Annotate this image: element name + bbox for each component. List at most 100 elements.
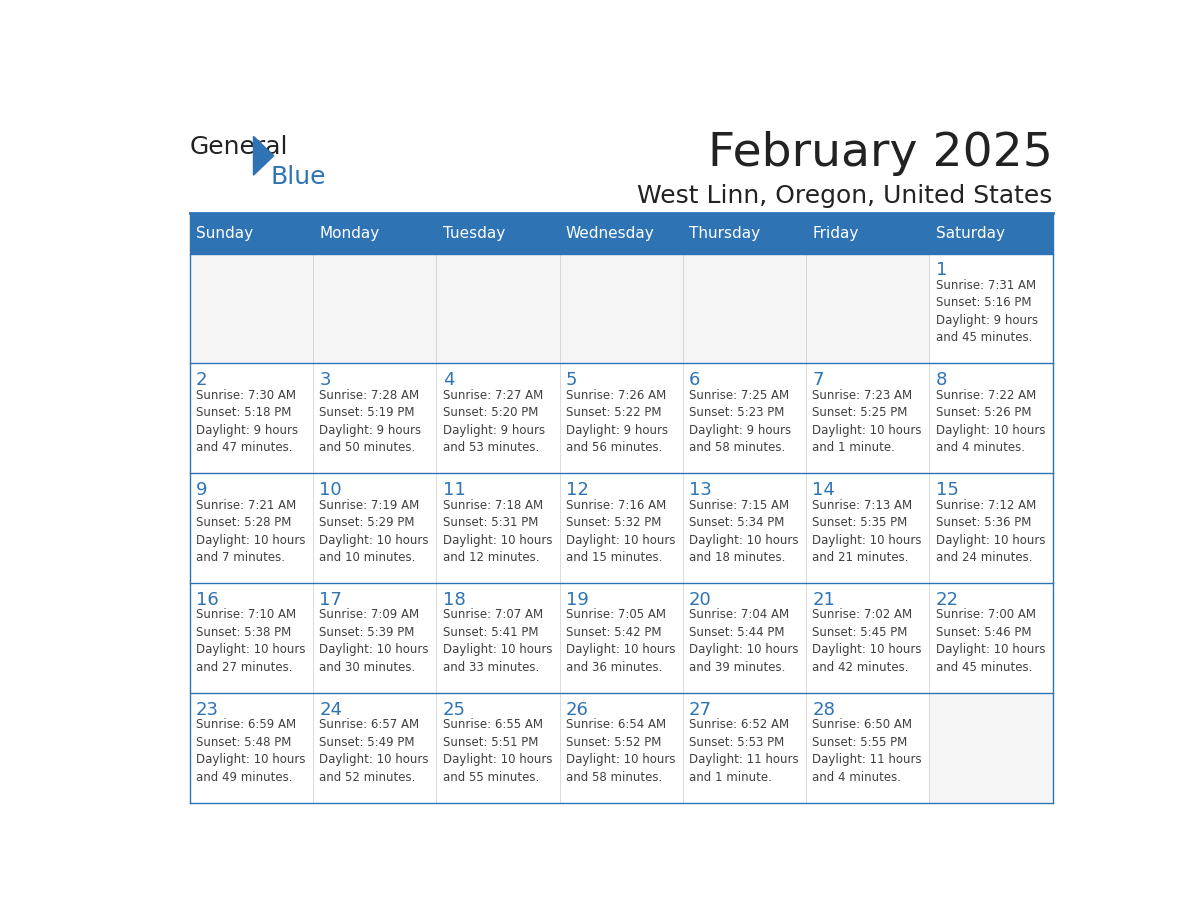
Text: 8: 8 — [935, 371, 947, 389]
Text: Sunrise: 7:16 AM
Sunset: 5:32 PM
Daylight: 10 hours
and 15 minutes.: Sunrise: 7:16 AM Sunset: 5:32 PM Dayligh… — [565, 498, 675, 564]
Text: Friday: Friday — [813, 226, 859, 241]
Text: Sunrise: 7:25 AM
Sunset: 5:23 PM
Daylight: 9 hours
and 58 minutes.: Sunrise: 7:25 AM Sunset: 5:23 PM Dayligh… — [689, 388, 791, 454]
Text: Sunrise: 7:27 AM
Sunset: 5:20 PM
Daylight: 9 hours
and 53 minutes.: Sunrise: 7:27 AM Sunset: 5:20 PM Dayligh… — [443, 388, 545, 454]
Bar — [314, 364, 436, 474]
Bar — [190, 364, 314, 474]
Text: Sunrise: 7:26 AM
Sunset: 5:22 PM
Daylight: 9 hours
and 56 minutes.: Sunrise: 7:26 AM Sunset: 5:22 PM Dayligh… — [565, 388, 668, 454]
Bar — [929, 583, 1053, 693]
Bar — [314, 253, 436, 364]
Text: Sunrise: 7:31 AM
Sunset: 5:16 PM
Daylight: 9 hours
and 45 minutes.: Sunrise: 7:31 AM Sunset: 5:16 PM Dayligh… — [935, 279, 1037, 344]
Polygon shape — [253, 136, 273, 175]
Bar — [683, 474, 807, 583]
Text: 24: 24 — [320, 700, 342, 719]
Text: 22: 22 — [935, 591, 959, 609]
Text: 1: 1 — [935, 262, 947, 279]
Bar — [560, 583, 683, 693]
Bar — [314, 693, 436, 803]
Text: 26: 26 — [565, 700, 589, 719]
Bar — [190, 253, 314, 364]
Bar — [929, 213, 1053, 253]
Text: 12: 12 — [565, 481, 589, 499]
Text: 18: 18 — [443, 591, 466, 609]
Text: Saturday: Saturday — [935, 226, 1005, 241]
Text: 14: 14 — [813, 481, 835, 499]
Text: Sunrise: 7:12 AM
Sunset: 5:36 PM
Daylight: 10 hours
and 24 minutes.: Sunrise: 7:12 AM Sunset: 5:36 PM Dayligh… — [935, 498, 1045, 564]
Bar — [560, 253, 683, 364]
Text: Sunrise: 7:04 AM
Sunset: 5:44 PM
Daylight: 10 hours
and 39 minutes.: Sunrise: 7:04 AM Sunset: 5:44 PM Dayligh… — [689, 609, 798, 674]
Text: 28: 28 — [813, 700, 835, 719]
Text: Sunrise: 7:15 AM
Sunset: 5:34 PM
Daylight: 10 hours
and 18 minutes.: Sunrise: 7:15 AM Sunset: 5:34 PM Dayligh… — [689, 498, 798, 564]
Text: Tuesday: Tuesday — [443, 226, 505, 241]
Text: Sunrise: 7:13 AM
Sunset: 5:35 PM
Daylight: 10 hours
and 21 minutes.: Sunrise: 7:13 AM Sunset: 5:35 PM Dayligh… — [813, 498, 922, 564]
Text: 10: 10 — [320, 481, 342, 499]
Text: Sunrise: 7:02 AM
Sunset: 5:45 PM
Daylight: 10 hours
and 42 minutes.: Sunrise: 7:02 AM Sunset: 5:45 PM Dayligh… — [813, 609, 922, 674]
Text: February 2025: February 2025 — [708, 131, 1053, 176]
Text: Sunrise: 6:50 AM
Sunset: 5:55 PM
Daylight: 11 hours
and 4 minutes.: Sunrise: 6:50 AM Sunset: 5:55 PM Dayligh… — [813, 718, 922, 784]
Text: Sunrise: 7:30 AM
Sunset: 5:18 PM
Daylight: 9 hours
and 47 minutes.: Sunrise: 7:30 AM Sunset: 5:18 PM Dayligh… — [196, 388, 298, 454]
Bar — [190, 583, 314, 693]
Text: 25: 25 — [443, 700, 466, 719]
Bar — [929, 693, 1053, 803]
Text: Sunrise: 6:59 AM
Sunset: 5:48 PM
Daylight: 10 hours
and 49 minutes.: Sunrise: 6:59 AM Sunset: 5:48 PM Dayligh… — [196, 718, 305, 784]
Bar — [560, 213, 683, 253]
Text: Sunday: Sunday — [196, 226, 253, 241]
Bar — [807, 364, 929, 474]
Bar — [314, 213, 436, 253]
Bar — [436, 213, 560, 253]
Text: 13: 13 — [689, 481, 712, 499]
Text: 7: 7 — [813, 371, 823, 389]
Text: Monday: Monday — [320, 226, 380, 241]
Text: 9: 9 — [196, 481, 208, 499]
Bar — [807, 474, 929, 583]
Bar — [190, 213, 314, 253]
Bar — [314, 474, 436, 583]
Bar — [683, 253, 807, 364]
Text: 3: 3 — [320, 371, 330, 389]
Text: 2: 2 — [196, 371, 208, 389]
Bar — [807, 693, 929, 803]
Text: 11: 11 — [443, 481, 466, 499]
Text: Blue: Blue — [270, 165, 326, 189]
Bar — [436, 364, 560, 474]
Bar — [807, 583, 929, 693]
Text: 21: 21 — [813, 591, 835, 609]
Text: General: General — [190, 135, 289, 159]
Bar — [683, 693, 807, 803]
Text: Sunrise: 6:52 AM
Sunset: 5:53 PM
Daylight: 11 hours
and 1 minute.: Sunrise: 6:52 AM Sunset: 5:53 PM Dayligh… — [689, 718, 798, 784]
Bar — [190, 693, 314, 803]
Text: 4: 4 — [443, 371, 454, 389]
Text: 15: 15 — [935, 481, 959, 499]
Text: Sunrise: 7:22 AM
Sunset: 5:26 PM
Daylight: 10 hours
and 4 minutes.: Sunrise: 7:22 AM Sunset: 5:26 PM Dayligh… — [935, 388, 1045, 454]
Text: Sunrise: 7:09 AM
Sunset: 5:39 PM
Daylight: 10 hours
and 30 minutes.: Sunrise: 7:09 AM Sunset: 5:39 PM Dayligh… — [320, 609, 429, 674]
Bar — [807, 253, 929, 364]
Text: 19: 19 — [565, 591, 589, 609]
Bar — [190, 474, 314, 583]
Text: Sunrise: 7:00 AM
Sunset: 5:46 PM
Daylight: 10 hours
and 45 minutes.: Sunrise: 7:00 AM Sunset: 5:46 PM Dayligh… — [935, 609, 1045, 674]
Text: 6: 6 — [689, 371, 701, 389]
Text: Sunrise: 7:28 AM
Sunset: 5:19 PM
Daylight: 9 hours
and 50 minutes.: Sunrise: 7:28 AM Sunset: 5:19 PM Dayligh… — [320, 388, 422, 454]
Text: 23: 23 — [196, 700, 219, 719]
Bar — [436, 474, 560, 583]
Text: 27: 27 — [689, 700, 712, 719]
Text: 20: 20 — [689, 591, 712, 609]
Bar — [436, 253, 560, 364]
Text: Sunrise: 6:55 AM
Sunset: 5:51 PM
Daylight: 10 hours
and 55 minutes.: Sunrise: 6:55 AM Sunset: 5:51 PM Dayligh… — [443, 718, 552, 784]
Bar — [560, 693, 683, 803]
Text: 16: 16 — [196, 591, 219, 609]
Bar — [560, 364, 683, 474]
Text: Wednesday: Wednesday — [565, 226, 655, 241]
Bar — [929, 474, 1053, 583]
Text: Sunrise: 7:07 AM
Sunset: 5:41 PM
Daylight: 10 hours
and 33 minutes.: Sunrise: 7:07 AM Sunset: 5:41 PM Dayligh… — [443, 609, 552, 674]
Bar — [929, 253, 1053, 364]
Bar — [436, 693, 560, 803]
Text: Sunrise: 7:21 AM
Sunset: 5:28 PM
Daylight: 10 hours
and 7 minutes.: Sunrise: 7:21 AM Sunset: 5:28 PM Dayligh… — [196, 498, 305, 564]
Text: Sunrise: 7:19 AM
Sunset: 5:29 PM
Daylight: 10 hours
and 10 minutes.: Sunrise: 7:19 AM Sunset: 5:29 PM Dayligh… — [320, 498, 429, 564]
Text: Sunrise: 6:57 AM
Sunset: 5:49 PM
Daylight: 10 hours
and 52 minutes.: Sunrise: 6:57 AM Sunset: 5:49 PM Dayligh… — [320, 718, 429, 784]
Bar — [683, 213, 807, 253]
Bar — [683, 364, 807, 474]
Bar — [929, 364, 1053, 474]
Text: Sunrise: 7:18 AM
Sunset: 5:31 PM
Daylight: 10 hours
and 12 minutes.: Sunrise: 7:18 AM Sunset: 5:31 PM Dayligh… — [443, 498, 552, 564]
Text: West Linn, Oregon, United States: West Linn, Oregon, United States — [637, 185, 1053, 208]
Text: 17: 17 — [320, 591, 342, 609]
Bar — [436, 583, 560, 693]
